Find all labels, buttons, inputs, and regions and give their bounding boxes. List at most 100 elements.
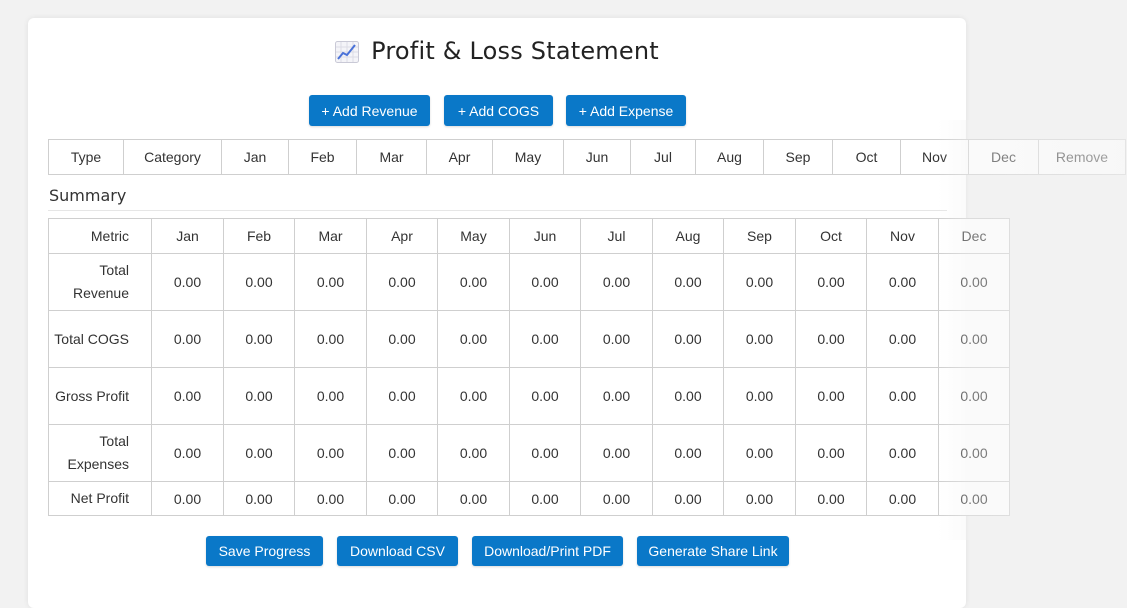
column-header: Jun (563, 139, 631, 175)
table-row: Total Revenue 0.00 0.00 0.00 0.00 0.00 0… (48, 253, 1010, 311)
column-header: Jul (580, 218, 653, 254)
add-revenue-button[interactable]: + Add Revenue (309, 95, 430, 126)
table-cell: 0.00 (866, 481, 939, 516)
table-cell: 0.00 (652, 424, 724, 482)
table-cell: 0.00 (151, 367, 224, 425)
entry-table: Type Category Jan Feb Mar Apr May Jun Ju… (48, 139, 1126, 175)
column-header: Aug (652, 218, 724, 254)
table-cell: 0.00 (652, 481, 724, 516)
column-header: Jun (509, 218, 581, 254)
page-title-text: Profit & Loss Statement (371, 37, 659, 65)
table-cell: 0.00 (437, 481, 510, 516)
column-header: Category (123, 139, 222, 175)
table-cell: 0.00 (652, 367, 724, 425)
table-cell: 0.00 (509, 367, 581, 425)
column-header: Dec (968, 139, 1039, 175)
column-header: Remove (1038, 139, 1126, 175)
page-title: Profit & Loss Statement (28, 33, 966, 69)
table-cell: 0.00 (723, 310, 796, 368)
table-cell: 0.00 (437, 424, 510, 482)
table-cell: 0.00 (795, 253, 867, 311)
column-header: Feb (288, 139, 357, 175)
table-cell: 0.00 (795, 367, 867, 425)
table-cell: 0.00 (938, 367, 1010, 425)
table-cell: 0.00 (366, 424, 438, 482)
table-cell: 0.00 (580, 310, 653, 368)
table-cell: 0.00 (652, 310, 724, 368)
column-header: Oct (832, 139, 901, 175)
table-cell: 0.00 (795, 424, 867, 482)
column-header: Dec (938, 218, 1010, 254)
column-header: Sep (723, 218, 796, 254)
table-cell: 0.00 (509, 481, 581, 516)
table-cell: 0.00 (366, 310, 438, 368)
column-header: Sep (763, 139, 833, 175)
row-label: Total Revenue (48, 253, 152, 311)
column-header: Apr (426, 139, 493, 175)
table-cell: 0.00 (938, 424, 1010, 482)
table-cell: 0.00 (151, 481, 224, 516)
table-cell: 0.00 (723, 253, 796, 311)
table-cell: 0.00 (366, 253, 438, 311)
table-cell: 0.00 (294, 481, 367, 516)
generate-share-link-button[interactable]: Generate Share Link (637, 536, 789, 566)
table-cell: 0.00 (938, 253, 1010, 311)
add-expense-button[interactable]: + Add Expense (566, 95, 686, 126)
column-header: Nov (900, 139, 969, 175)
column-header: Metric (48, 218, 152, 254)
table-cell: 0.00 (938, 481, 1010, 516)
add-cogs-button[interactable]: + Add COGS (444, 95, 553, 126)
column-header: Aug (695, 139, 764, 175)
table-cell: 0.00 (437, 310, 510, 368)
table-cell: 0.00 (723, 367, 796, 425)
table-cell: 0.00 (437, 253, 510, 311)
table-row: Net Profit 0.00 0.00 0.00 0.00 0.00 0.00… (48, 481, 1010, 516)
summary-header-row: Metric Jan Feb Mar Apr May Jun Jul Aug S… (48, 218, 1010, 254)
column-header: Feb (223, 218, 295, 254)
column-header: Mar (294, 218, 367, 254)
summary-divider (48, 210, 947, 211)
table-cell: 0.00 (509, 253, 581, 311)
table-cell: 0.00 (652, 253, 724, 311)
row-label: Total COGS (48, 310, 152, 368)
download-csv-button[interactable]: Download CSV (337, 536, 458, 566)
table-cell: 0.00 (795, 310, 867, 368)
table-row: Gross Profit 0.00 0.00 0.00 0.00 0.00 0.… (48, 367, 1010, 425)
table-cell: 0.00 (509, 310, 581, 368)
table-cell: 0.00 (223, 310, 295, 368)
table-cell: 0.00 (151, 310, 224, 368)
column-header: May (492, 139, 564, 175)
table-cell: 0.00 (866, 367, 939, 425)
row-label: Gross Profit (48, 367, 152, 425)
summary-heading: Summary (49, 186, 127, 205)
table-cell: 0.00 (580, 367, 653, 425)
table-cell: 0.00 (223, 253, 295, 311)
column-header: Apr (366, 218, 438, 254)
table-cell: 0.00 (938, 310, 1010, 368)
table-row: Total Expenses 0.00 0.00 0.00 0.00 0.00 … (48, 424, 1010, 482)
table-cell: 0.00 (294, 310, 367, 368)
column-header: May (437, 218, 510, 254)
column-header: Nov (866, 218, 939, 254)
row-label: Net Profit (48, 481, 152, 516)
table-cell: 0.00 (580, 253, 653, 311)
table-cell: 0.00 (509, 424, 581, 482)
summary-table: Metric Jan Feb Mar Apr May Jun Jul Aug S… (48, 218, 1010, 516)
table-cell: 0.00 (294, 367, 367, 425)
table-cell: 0.00 (580, 481, 653, 516)
table-cell: 0.00 (723, 481, 796, 516)
download-pdf-button[interactable]: Download/Print PDF (472, 536, 623, 566)
column-header: Mar (356, 139, 427, 175)
table-cell: 0.00 (223, 424, 295, 482)
save-progress-button[interactable]: Save Progress (206, 536, 323, 566)
row-label: Total Expenses (48, 424, 152, 482)
table-cell: 0.00 (723, 424, 796, 482)
table-cell: 0.00 (151, 424, 224, 482)
column-header: Oct (795, 218, 867, 254)
column-header: Jul (630, 139, 696, 175)
table-cell: 0.00 (866, 424, 939, 482)
table-cell: 0.00 (795, 481, 867, 516)
table-cell: 0.00 (366, 367, 438, 425)
table-cell: 0.00 (437, 367, 510, 425)
table-cell: 0.00 (580, 424, 653, 482)
